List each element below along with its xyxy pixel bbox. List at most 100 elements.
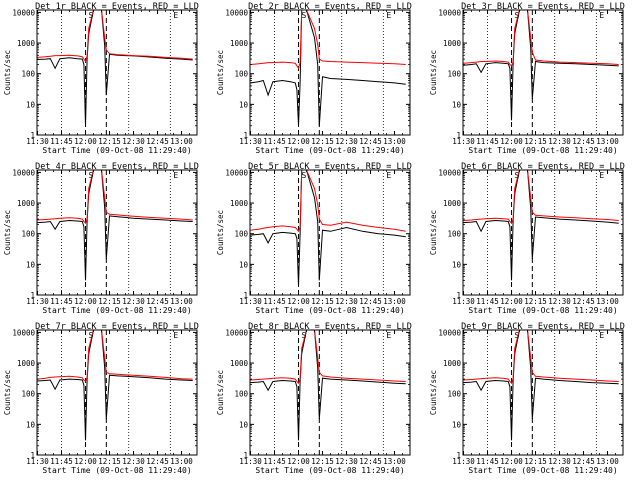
y-tick-label: 10000: [438, 8, 461, 17]
y-tick-label: 100: [447, 390, 461, 399]
panel-title: Det 7r BLACK = Events, RED = LLD: [35, 322, 199, 332]
x-tick-label: 12:45: [572, 457, 595, 466]
x-tick-label: 12:15: [98, 137, 121, 146]
panel-title: Det 8r BLACK = Events, RED = LLD: [248, 322, 412, 332]
x-tick-label: 12:00: [74, 137, 97, 146]
marker-label-e: E: [386, 11, 391, 20]
plot-frame: [36, 329, 198, 456]
x-tick-label: 12:00: [500, 137, 523, 146]
y-tick-label: 1: [30, 451, 35, 460]
x-tick-label: 12:15: [524, 297, 547, 306]
panel-title: Det 9r BLACK = Events, RED = LLD: [461, 322, 625, 332]
y-tick-label: 10: [452, 100, 462, 109]
y-tick-label: 1: [243, 291, 248, 300]
x-tick-label: 12:00: [287, 457, 310, 466]
y-axis-label: Counts/sec: [216, 210, 225, 255]
y-tick-label: 1: [243, 451, 248, 460]
y-tick-label: 1: [243, 131, 248, 140]
y-tick-label: 10: [26, 100, 36, 109]
marker-label-e: E: [173, 171, 178, 180]
x-tick-label: 12:45: [359, 297, 382, 306]
panel-title: Det 3r BLACK = Events, RED = LLD: [461, 2, 625, 12]
x-tick-label: 12:15: [98, 457, 121, 466]
x-tick-label: 12:30: [548, 297, 571, 306]
x-tick-label: 12:30: [548, 457, 571, 466]
x-tick-label: 13:00: [170, 457, 193, 466]
marker-label-s: S: [302, 171, 307, 180]
x-tick-label: 11:30: [26, 457, 49, 466]
events-series-line: [463, 170, 619, 281]
marker-label-s: S: [302, 11, 307, 20]
lld-series-line: [463, 10, 619, 67]
plot-frame: [249, 169, 411, 296]
x-tick-label: 12:45: [572, 137, 595, 146]
x-axis-label: Start Time (09-Oct-08 11:29:40): [468, 306, 617, 315]
y-tick-label: 10: [452, 260, 462, 269]
x-tick-label: 12:15: [311, 457, 334, 466]
x-tick-label: 13:00: [596, 297, 619, 306]
y-axis-label: Counts/sec: [3, 210, 12, 255]
lld-series-line: [250, 330, 406, 385]
y-tick-label: 100: [21, 70, 35, 79]
x-axis-label: Start Time (09-Oct-08 11:29:40): [42, 146, 191, 155]
x-tick-label: 12:00: [74, 297, 97, 306]
x-tick-label: 12:15: [524, 457, 547, 466]
plot-frame: [462, 9, 624, 136]
x-tick-label: 12:45: [146, 297, 169, 306]
x-tick-label: 11:45: [50, 137, 73, 146]
y-tick-label: 10000: [225, 168, 248, 177]
x-axis-label: Start Time (09-Oct-08 11:29:40): [42, 306, 191, 315]
marker-label-s: S: [515, 171, 520, 180]
y-tick-label: 1000: [443, 39, 462, 48]
panel-title: Det 6r BLACK = Events, RED = LLD: [461, 162, 625, 172]
y-tick-label: 1: [30, 291, 35, 300]
marker-label-e: E: [386, 171, 391, 180]
panel-title: Det 2r BLACK = Events, RED = LLD: [248, 2, 412, 12]
marker-label-s: S: [302, 331, 307, 340]
x-tick-label: 12:30: [335, 457, 358, 466]
x-tick-label: 13:00: [383, 297, 406, 306]
lld-series-line: [37, 10, 193, 63]
y-axis-label: Counts/sec: [429, 210, 438, 255]
y-tick-label: 1: [456, 291, 461, 300]
x-tick-label: 11:45: [50, 297, 73, 306]
lld-series-line: [37, 330, 193, 383]
y-tick-label: 1: [30, 131, 35, 140]
x-tick-label: 12:30: [122, 457, 145, 466]
x-tick-label: 11:30: [239, 457, 262, 466]
x-tick-label: 11:30: [452, 297, 475, 306]
marker-label-s: S: [89, 331, 94, 340]
x-tick-label: 12:00: [74, 457, 97, 466]
y-tick-label: 1000: [443, 359, 462, 368]
events-series-line: [37, 330, 193, 441]
marker-label-e: E: [386, 331, 391, 340]
y-axis-label: Counts/sec: [3, 370, 12, 415]
marker-label-s: S: [89, 171, 94, 180]
events-series-line: [250, 10, 406, 126]
y-tick-label: 10000: [12, 8, 35, 17]
events-series-line: [463, 330, 619, 441]
x-axis-label: Start Time (09-Oct-08 11:29:40): [42, 466, 191, 475]
y-tick-label: 10: [26, 260, 36, 269]
x-tick-label: 12:15: [311, 137, 334, 146]
y-axis-label: Counts/sec: [216, 370, 225, 415]
x-tick-label: 11:30: [26, 297, 49, 306]
x-tick-label: 12:45: [359, 137, 382, 146]
x-tick-label: 11:30: [26, 137, 49, 146]
x-tick-label: 12:15: [98, 297, 121, 306]
x-tick-label: 11:45: [476, 457, 499, 466]
y-tick-label: 10000: [438, 168, 461, 177]
panel-title: Det 5r BLACK = Events, RED = LLD: [248, 162, 412, 172]
lld-series-line: [463, 170, 619, 225]
x-tick-label: 12:45: [146, 137, 169, 146]
y-tick-label: 100: [21, 390, 35, 399]
y-axis-label: Counts/sec: [3, 50, 12, 95]
x-tick-label: 11:45: [263, 137, 286, 146]
y-tick-label: 1000: [230, 359, 249, 368]
y-tick-label: 100: [234, 390, 248, 399]
y-tick-label: 10: [239, 100, 249, 109]
